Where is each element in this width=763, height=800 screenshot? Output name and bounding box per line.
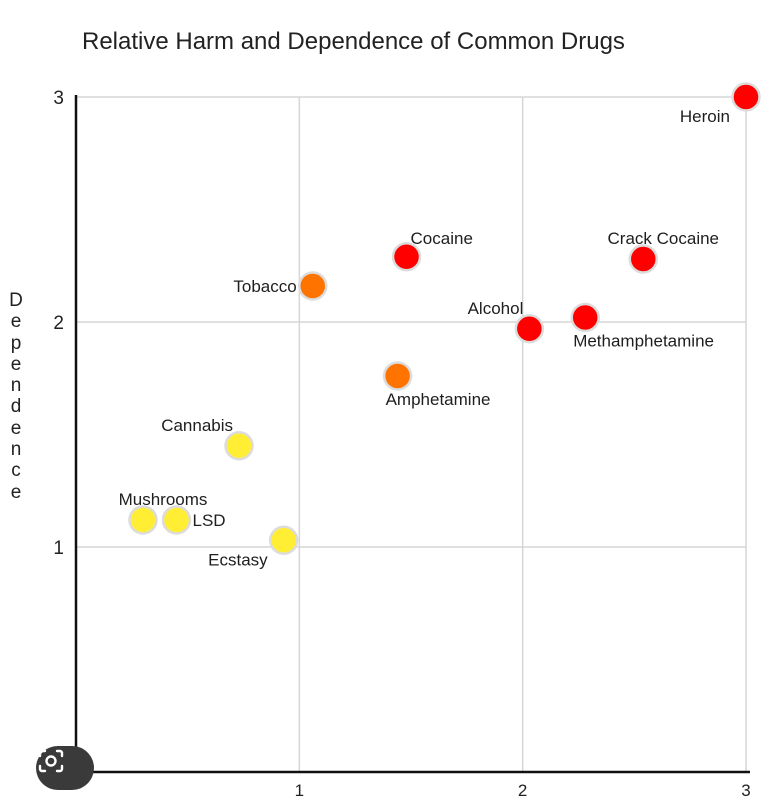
point-tobacco [297,271,328,301]
label-methamphetamine: Methamphetamine [573,332,714,351]
y-axis-label: Dependence [9,290,23,503]
point-ecstasy [268,525,299,555]
point-mushrooms [128,505,158,535]
label-heroin: Heroin [680,107,730,126]
label-tobacco: Tobacco [233,277,296,296]
x-tick-label: 3 [741,781,750,800]
label-mushrooms: Mushrooms [119,490,208,509]
chart-title: Relative Harm and Dependence of Common D… [82,28,625,55]
label-cocaine: Cocaine [411,229,473,248]
data-points [128,82,761,555]
label-amphetamine: Amphetamine [386,390,491,409]
axes [74,95,750,774]
label-alcohol: Alcohol [468,299,524,318]
point-cannabis [224,431,254,461]
label-cannabis: Cannabis [161,416,233,435]
x-tick-label: 2 [518,781,527,800]
data-labels: Heroin Cocaine Crack Cocaine Alcohol Methamp… [119,107,730,569]
label-ecstasy: Ecstasy [208,550,268,569]
tick-labels: 1 2 3 1 2 3 [53,88,750,800]
point-crack-cocaine [628,244,659,274]
point-methamphetamine [570,302,600,333]
grid-lines [76,96,747,772]
lens-icon [38,749,64,773]
y-tick-label: 1 [53,538,64,559]
point-cocaine [391,242,422,272]
point-amphetamine [382,361,413,391]
point-alcohol [514,314,545,344]
visual-search-icon[interactable] [36,746,94,790]
label-lsd: LSD [193,511,226,530]
x-tick-label: 1 [295,781,304,800]
y-tick-label: 3 [53,88,64,109]
label-crack-cocaine: Crack Cocaine [608,229,720,248]
y-tick-label: 2 [53,313,64,334]
point-lsd [161,505,192,535]
point-heroin [731,82,761,112]
